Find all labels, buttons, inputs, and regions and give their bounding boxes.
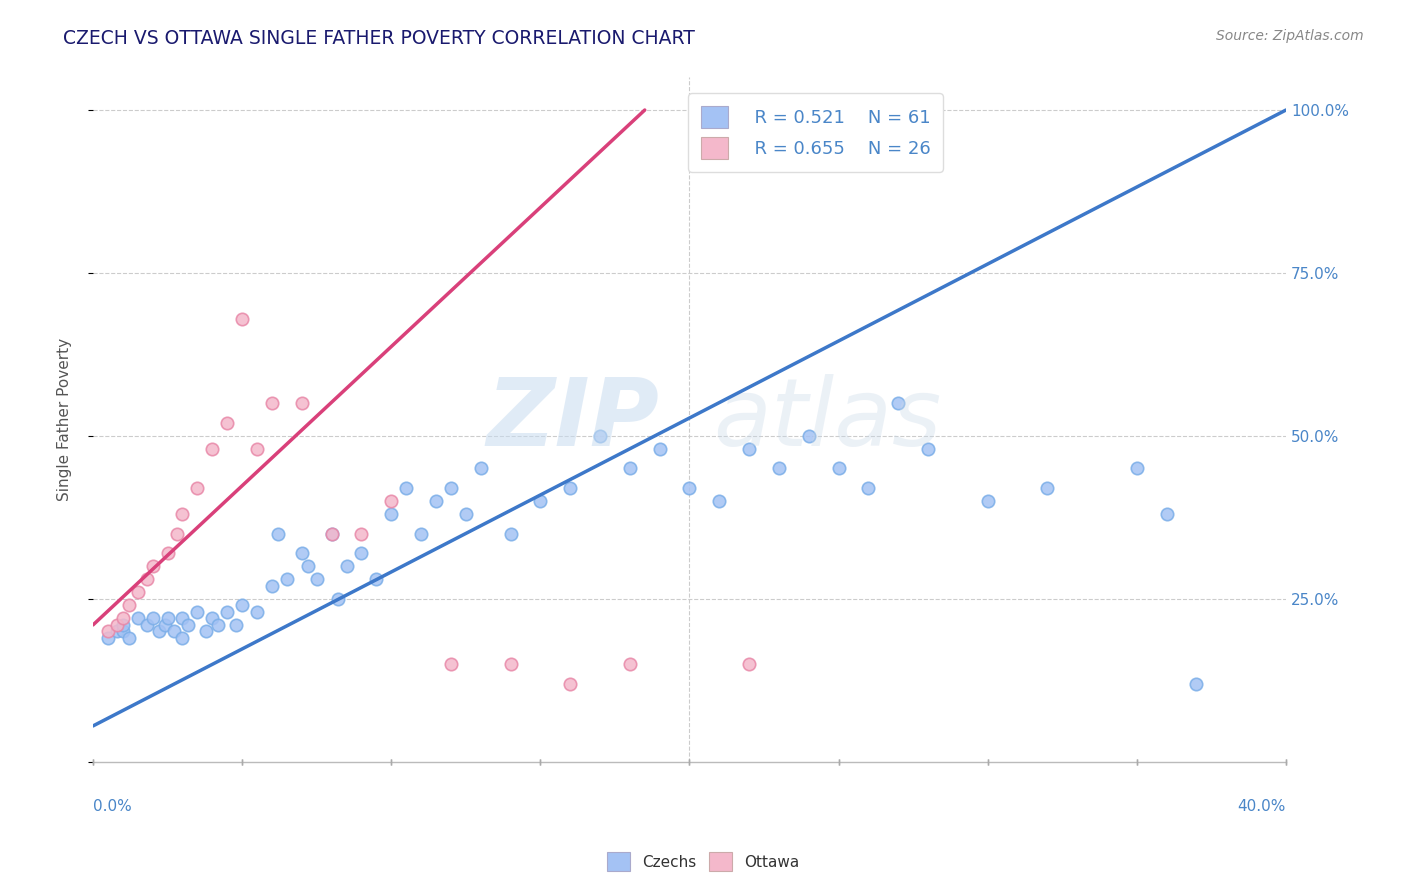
Point — [709, 494, 731, 508]
Point — [111, 611, 134, 625]
Point — [738, 442, 761, 456]
Text: atlas: atlas — [713, 374, 942, 465]
Point — [529, 494, 551, 508]
Point — [409, 526, 432, 541]
Point — [142, 559, 165, 574]
Point — [827, 122, 849, 136]
Point — [260, 579, 283, 593]
Point — [917, 442, 939, 456]
Point — [499, 657, 522, 671]
Point — [395, 481, 418, 495]
Point — [172, 507, 194, 521]
Y-axis label: Single Father Poverty: Single Father Poverty — [58, 338, 72, 501]
Point — [172, 631, 194, 645]
Point — [454, 507, 477, 521]
Point — [97, 624, 120, 639]
Point — [105, 624, 128, 639]
Point — [276, 572, 298, 586]
Point — [135, 572, 157, 586]
Point — [768, 461, 790, 475]
Point — [246, 605, 269, 619]
Point — [225, 618, 247, 632]
Point — [797, 429, 820, 443]
Point — [177, 618, 200, 632]
Point — [678, 481, 700, 495]
Point — [738, 657, 761, 671]
Point — [97, 631, 120, 645]
Point — [201, 442, 224, 456]
Point — [127, 585, 149, 599]
Point — [470, 461, 492, 475]
Point — [858, 481, 880, 495]
Text: Source: ZipAtlas.com: Source: ZipAtlas.com — [1216, 29, 1364, 43]
Point — [425, 494, 447, 508]
Point — [560, 676, 582, 690]
Point — [366, 572, 388, 586]
Legend:   R = 0.521    N = 61,   R = 0.655    N = 26: R = 0.521 N = 61, R = 0.655 N = 26 — [689, 94, 943, 171]
Point — [231, 599, 253, 613]
Point — [156, 611, 179, 625]
Point — [499, 526, 522, 541]
Point — [111, 624, 134, 639]
Point — [217, 416, 239, 430]
Point — [105, 618, 128, 632]
Point — [297, 559, 319, 574]
Point — [350, 546, 373, 560]
Point — [153, 618, 176, 632]
Point — [1185, 676, 1208, 690]
Point — [267, 526, 290, 541]
Point — [321, 526, 343, 541]
Point — [186, 481, 208, 495]
Point — [195, 624, 218, 639]
Point — [207, 618, 229, 632]
Point — [887, 396, 910, 410]
Point — [127, 611, 149, 625]
Point — [1156, 507, 1178, 521]
Point — [619, 461, 641, 475]
Point — [291, 396, 314, 410]
Point — [827, 461, 849, 475]
Point — [619, 657, 641, 671]
Point — [217, 605, 239, 619]
Point — [148, 624, 170, 639]
Text: ZIP: ZIP — [486, 374, 659, 466]
Point — [166, 526, 188, 541]
Point — [1126, 461, 1149, 475]
Point — [305, 572, 328, 586]
Point — [326, 591, 349, 606]
Point — [380, 494, 402, 508]
Point — [350, 526, 373, 541]
Point — [589, 429, 612, 443]
Point — [246, 442, 269, 456]
Point — [231, 311, 253, 326]
Point — [172, 611, 194, 625]
Point — [1036, 481, 1059, 495]
Point — [291, 546, 314, 560]
Point — [440, 481, 463, 495]
Point — [135, 618, 157, 632]
Point — [118, 599, 141, 613]
Point — [440, 657, 463, 671]
Point — [201, 611, 224, 625]
Point — [260, 396, 283, 410]
Point — [380, 507, 402, 521]
Point — [321, 526, 343, 541]
Point — [335, 559, 357, 574]
Point — [162, 624, 184, 639]
Point — [977, 494, 1000, 508]
Point — [560, 481, 582, 495]
Point — [648, 442, 671, 456]
Point — [186, 605, 208, 619]
Point — [111, 618, 134, 632]
Point — [156, 546, 179, 560]
Point — [118, 631, 141, 645]
Text: 0.0%: 0.0% — [93, 799, 132, 814]
Legend: Czechs, Ottawa: Czechs, Ottawa — [600, 847, 806, 877]
Point — [142, 611, 165, 625]
Text: 40.0%: 40.0% — [1237, 799, 1286, 814]
Text: CZECH VS OTTAWA SINGLE FATHER POVERTY CORRELATION CHART: CZECH VS OTTAWA SINGLE FATHER POVERTY CO… — [63, 29, 695, 47]
